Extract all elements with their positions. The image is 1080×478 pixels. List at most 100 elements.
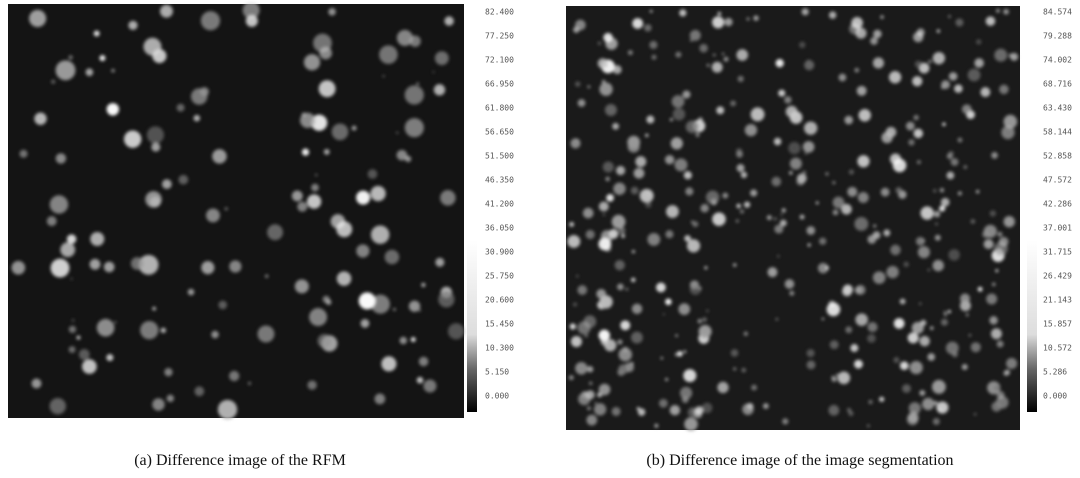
texture-blob bbox=[423, 379, 437, 393]
texture-blob bbox=[778, 89, 786, 97]
texture-blob bbox=[300, 112, 316, 129]
texture-blob bbox=[802, 170, 807, 175]
texture-blob bbox=[416, 82, 420, 86]
texture-blob bbox=[893, 356, 900, 363]
texture-blob bbox=[873, 224, 877, 228]
colorbar-label: 58.144 bbox=[1043, 128, 1072, 137]
texture-blob bbox=[440, 190, 456, 206]
texture-blob bbox=[130, 257, 144, 270]
texture-blob bbox=[698, 324, 712, 339]
texture-blob bbox=[679, 9, 687, 17]
texture-blob bbox=[933, 400, 938, 405]
texture-blob bbox=[773, 137, 782, 146]
texture-blob bbox=[654, 423, 659, 428]
texture-blob bbox=[356, 244, 370, 258]
texture-blob bbox=[665, 298, 672, 306]
texture-blob bbox=[379, 45, 398, 64]
texture-blob bbox=[940, 318, 948, 326]
texture-blob bbox=[410, 337, 416, 343]
colorbar-label: 47.572 bbox=[1043, 176, 1072, 185]
texture-blob bbox=[603, 32, 613, 43]
texture-blob bbox=[920, 319, 927, 326]
colorbar-label: 74.002 bbox=[1043, 56, 1072, 65]
texture-blob bbox=[586, 414, 598, 426]
image-texture bbox=[567, 8, 1019, 431]
texture-blob bbox=[799, 41, 806, 49]
texture-blob bbox=[85, 68, 94, 77]
texture-blob bbox=[123, 130, 142, 148]
texture-blob bbox=[682, 90, 691, 99]
texture-blob bbox=[615, 165, 626, 176]
texture-blob bbox=[722, 192, 729, 199]
texture-blob bbox=[867, 334, 876, 343]
texture-blob bbox=[892, 158, 907, 173]
texture-blob bbox=[625, 288, 628, 291]
texture-blob bbox=[679, 386, 693, 400]
colorbar-label: 52.858 bbox=[1043, 152, 1072, 161]
texture-blob bbox=[573, 302, 577, 307]
texture-blob bbox=[880, 15, 884, 19]
texture-blob bbox=[825, 266, 829, 270]
texture-blob bbox=[968, 333, 972, 337]
texture-blob bbox=[931, 379, 946, 394]
texture-blob bbox=[374, 393, 386, 405]
texture-blob bbox=[706, 309, 709, 313]
texture-blob bbox=[832, 209, 839, 216]
texture-blob bbox=[662, 313, 665, 316]
texture-blob bbox=[899, 361, 909, 370]
texture-blob bbox=[599, 295, 613, 309]
texture-blob bbox=[879, 396, 885, 402]
texture-blob bbox=[927, 353, 936, 361]
texture-blob bbox=[618, 347, 633, 362]
texture-blob bbox=[76, 335, 81, 340]
texture-blob bbox=[323, 148, 330, 155]
texture-blob bbox=[977, 286, 983, 292]
texture-blob bbox=[784, 96, 792, 104]
texture-blob bbox=[68, 346, 76, 354]
texture-blob bbox=[907, 411, 919, 423]
texture-blob bbox=[264, 274, 269, 278]
texture-blob bbox=[963, 165, 968, 169]
texture-blob bbox=[959, 293, 971, 304]
texture-blob bbox=[224, 207, 228, 211]
colorbar-label: 30.900 bbox=[485, 248, 514, 257]
texture-blob bbox=[325, 299, 332, 306]
texture-blob bbox=[966, 302, 971, 306]
texture-blob bbox=[997, 231, 1003, 237]
texture-blob bbox=[957, 191, 962, 196]
texture-blob bbox=[160, 327, 167, 334]
colorbar-label: 46.350 bbox=[485, 176, 514, 185]
colorbar-label: 84.574 bbox=[1043, 8, 1072, 17]
texture-blob bbox=[301, 148, 310, 156]
colorbar-label: 20.600 bbox=[485, 296, 514, 305]
texture-blob bbox=[164, 367, 173, 377]
texture-blob bbox=[645, 133, 649, 138]
texture-blob bbox=[942, 122, 946, 126]
texture-blob bbox=[187, 288, 195, 296]
texture-blob bbox=[29, 9, 47, 28]
texture-blob bbox=[649, 9, 653, 13]
texture-blob bbox=[750, 189, 758, 197]
texture-blob bbox=[597, 41, 602, 46]
texture-blob bbox=[907, 332, 919, 344]
texture-blob bbox=[806, 226, 816, 235]
texture-blob bbox=[655, 282, 666, 293]
texture-blob bbox=[989, 316, 998, 325]
texture-blob bbox=[903, 261, 909, 267]
texture-blob bbox=[807, 243, 811, 247]
texture-blob bbox=[594, 401, 597, 405]
colorbar-label: 26.429 bbox=[1043, 272, 1072, 281]
texture-blob bbox=[670, 137, 683, 150]
texture-blob bbox=[913, 128, 924, 139]
texture-blob bbox=[909, 361, 923, 375]
texture-blob bbox=[569, 323, 576, 330]
texture-blob bbox=[957, 137, 963, 143]
texture-blob bbox=[717, 11, 722, 16]
texture-blob bbox=[242, 1, 260, 19]
texture-blob bbox=[932, 417, 940, 426]
colorbar-label: 36.050 bbox=[485, 224, 514, 233]
texture-blob bbox=[630, 277, 636, 283]
texture-blob bbox=[632, 18, 644, 29]
image-texture bbox=[11, 1, 465, 420]
texture-blob bbox=[856, 85, 867, 96]
